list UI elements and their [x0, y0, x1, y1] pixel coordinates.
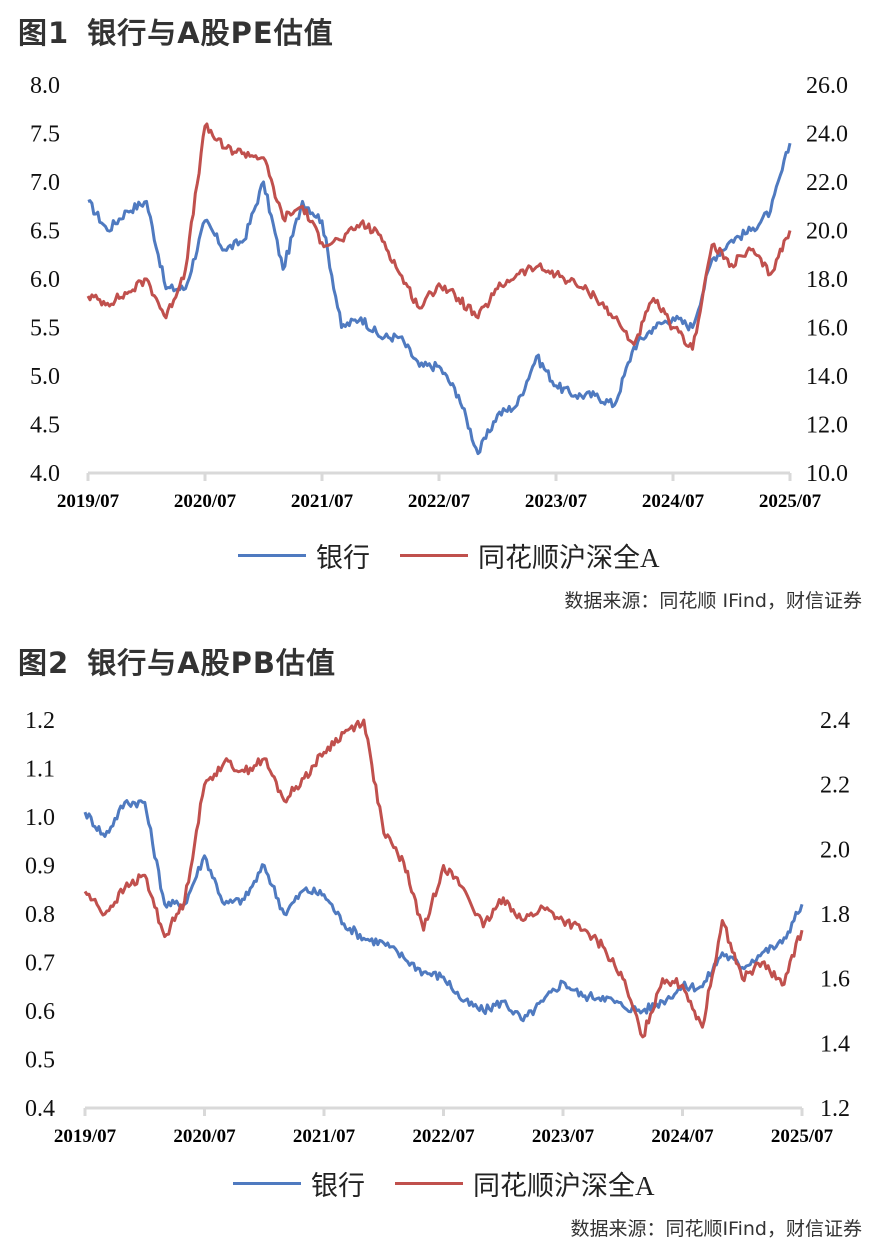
series-line-all-a — [86, 122, 792, 351]
legend-item-all-a: 同花顺沪深全A — [395, 1164, 655, 1203]
y-right-tick-label: 2.2 — [820, 773, 850, 799]
x-tick-label: 2022/07 — [408, 491, 471, 512]
pb-chart-source: 数据来源：同花顺IFind，财信证券 — [570, 1218, 862, 1240]
y-left-tick-label: 4.5 — [30, 413, 60, 439]
y-right-tick-label: 10.0 — [806, 461, 848, 487]
x-tick-label: 2021/07 — [293, 1126, 356, 1147]
figure-1-number: 图1 — [18, 16, 70, 50]
y-left-tick-label: 7.0 — [30, 170, 60, 196]
y-left-tick-label: 1.2 — [25, 708, 55, 734]
x-tick-label: 2024/07 — [651, 1126, 714, 1147]
pe-chart: 4.0 4.5 5.0 5.5 6.0 6.5 7.0 7.5 8.0 10.0 12.0 14.0 1… — [0, 60, 888, 540]
pb-chart-plot: 0.4 0.5 0.6 0.7 0.8 0.9 1.0 1.1 1.2 1.2 1.4 1.6 1.8 2… — [25, 708, 850, 1147]
y-left-tick-label: 6.5 — [30, 219, 60, 245]
y-right-tick-label: 22.0 — [806, 170, 848, 196]
y-left-tick-label: 4.0 — [30, 461, 60, 487]
legend-swatch-bank — [233, 1182, 301, 1185]
legend-label-all-a: 同花顺沪深全A — [473, 1171, 655, 1201]
pe-chart-plot: 4.0 4.5 5.0 5.5 6.0 6.5 7.0 7.5 8.0 10.0 12.0 14.0 1… — [30, 73, 848, 512]
series-line-all-a — [83, 718, 804, 1039]
y-left-tick-label: 6.0 — [30, 267, 60, 293]
pe-chart-legend: 银行 同花顺沪深全A — [238, 536, 690, 575]
figure-2-number: 图2 — [18, 646, 70, 680]
series-line-bank — [83, 799, 804, 1023]
x-tick-label: 2019/07 — [54, 1126, 117, 1147]
y-right-tick-label: 26.0 — [806, 73, 848, 99]
legend-item-bank: 银行 — [238, 536, 370, 575]
pb-chart-legend: 银行 同花顺沪深全A — [233, 1164, 685, 1203]
y-right-tick-label: 18.0 — [806, 267, 848, 293]
y-right-tick-label: 1.2 — [820, 1096, 850, 1122]
x-tick-label: 2025/07 — [759, 491, 822, 512]
x-tick-label: 2020/07 — [173, 1126, 236, 1147]
y-left-tick-label: 5.5 — [30, 316, 60, 342]
pe-chart-source: 数据来源：同花顺 IFind，财信证券 — [564, 590, 862, 612]
y-right-tick-label: 1.4 — [820, 1031, 850, 1057]
legend-swatch-bank — [238, 554, 306, 557]
y-right-tick-label: 2.0 — [820, 837, 850, 863]
legend-swatch-all-a — [395, 1182, 463, 1185]
y-left-tick-label: 0.9 — [25, 854, 55, 880]
y-left-tick-label: 8.0 — [30, 73, 60, 99]
y-left-tick-label: 1.1 — [25, 757, 55, 783]
y-right-tick-label: 12.0 — [806, 413, 848, 439]
x-tick-label: 2024/07 — [642, 491, 705, 512]
x-tick-label: 2019/07 — [57, 491, 120, 512]
pb-chart: 0.4 0.5 0.6 0.7 0.8 0.9 1.0 1.1 1.2 1.2 1.4 1.6 1.8 2… — [0, 690, 888, 1160]
x-tick-label: 2023/07 — [532, 1126, 595, 1147]
y-left-tick-label: 0.5 — [25, 1048, 55, 1074]
figure-2-title-text: 银行与A股PB估值 — [87, 646, 336, 680]
y-left-tick-label: 1.0 — [25, 805, 55, 831]
figure-1-title-text: 银行与A股PE估值 — [87, 16, 334, 50]
x-tick-label: 2023/07 — [525, 491, 588, 512]
legend-label-bank: 银行 — [316, 543, 370, 573]
legend-swatch-all-a — [400, 554, 468, 557]
y-right-tick-label: 2.4 — [820, 708, 850, 734]
y-left-tick-label: 0.7 — [25, 951, 55, 977]
x-tick-label: 2022/07 — [412, 1126, 475, 1147]
series-line-bank — [87, 142, 792, 456]
y-left-tick-label: 0.8 — [25, 902, 55, 928]
y-left-tick-label: 0.4 — [25, 1096, 55, 1122]
y-right-tick-label: 14.0 — [806, 364, 848, 390]
y-right-tick-label: 1.8 — [820, 902, 850, 928]
y-left-tick-label: 0.6 — [25, 999, 55, 1025]
x-tick-label: 2020/07 — [174, 491, 237, 512]
legend-item-bank: 银行 — [233, 1164, 365, 1203]
y-right-tick-label: 20.0 — [806, 219, 848, 245]
legend-label-bank: 银行 — [311, 1171, 365, 1201]
y-right-tick-label: 16.0 — [806, 316, 848, 342]
x-tick-label: 2025/07 — [771, 1126, 834, 1147]
x-tick-label: 2021/07 — [291, 491, 354, 512]
y-left-tick-label: 7.5 — [30, 122, 60, 148]
figure-1-title: 图1 银行与A股PE估值 — [18, 10, 334, 52]
y-left-tick-label: 5.0 — [30, 364, 60, 390]
legend-label-all-a: 同花顺沪深全A — [478, 543, 660, 573]
y-right-tick-label: 24.0 — [806, 122, 848, 148]
y-right-tick-label: 1.6 — [820, 967, 850, 993]
legend-item-all-a: 同花顺沪深全A — [400, 536, 660, 575]
figure-2-title: 图2 银行与A股PB估值 — [18, 640, 336, 682]
